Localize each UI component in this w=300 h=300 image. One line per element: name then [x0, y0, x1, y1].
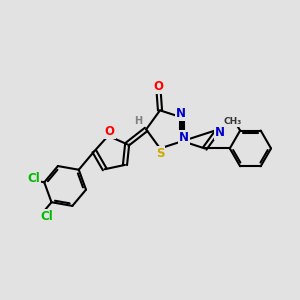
- Text: N: N: [215, 126, 225, 140]
- Text: Cl: Cl: [40, 210, 53, 223]
- Text: CH₃: CH₃: [223, 117, 242, 126]
- Text: O: O: [154, 80, 164, 93]
- Text: N: N: [176, 107, 186, 120]
- Text: H: H: [134, 116, 142, 126]
- Text: O: O: [105, 125, 115, 139]
- Text: N: N: [179, 131, 189, 144]
- Text: S: S: [156, 147, 164, 160]
- Text: Cl: Cl: [27, 172, 40, 184]
